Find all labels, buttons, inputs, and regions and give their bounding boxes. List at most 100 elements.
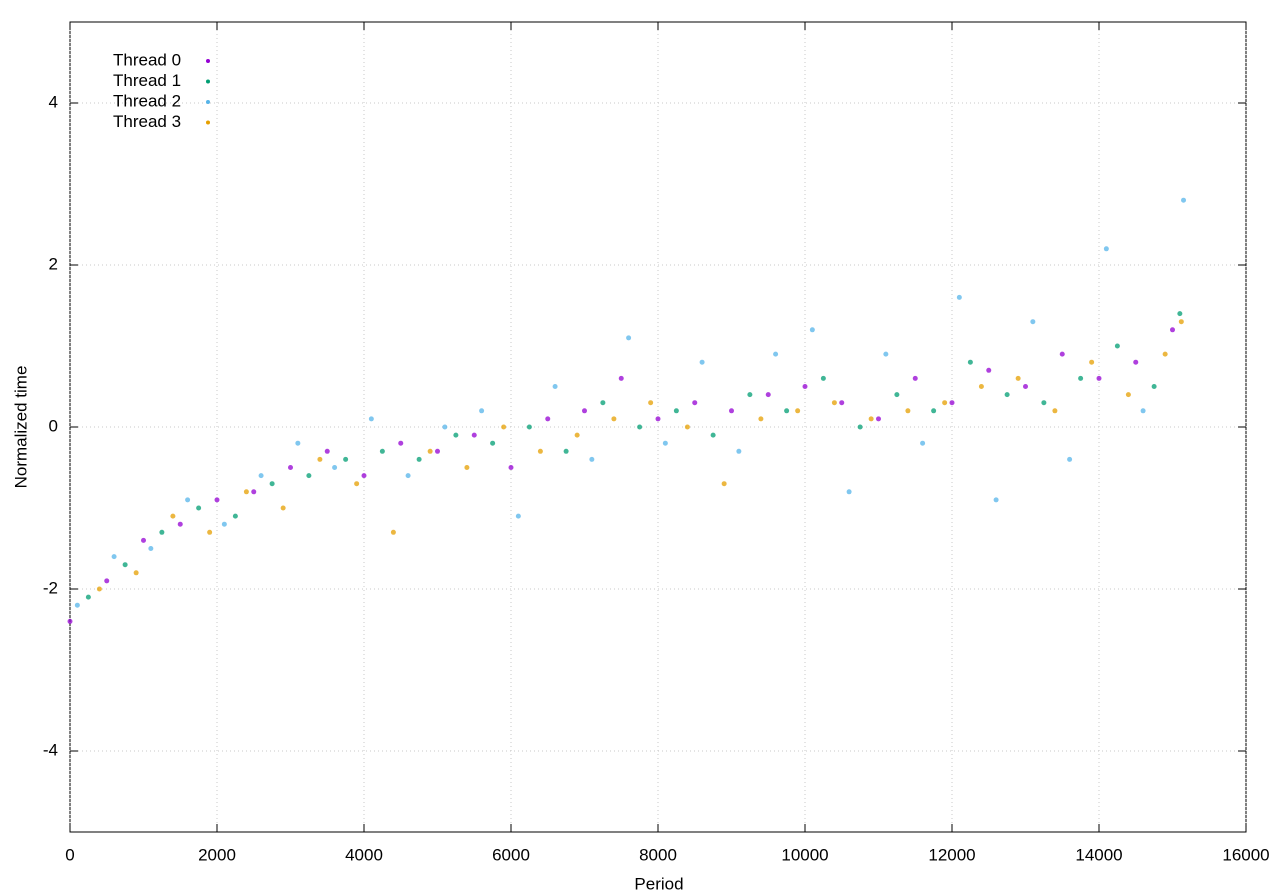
point [574,432,580,438]
point [185,497,191,503]
x-tick-label: 4000 [345,845,383,864]
point [390,529,396,535]
point [96,586,102,592]
y-tick-label: 4 [49,92,58,111]
x-tick-label: 0 [65,845,74,864]
point [618,375,624,381]
point [545,416,551,422]
point [317,456,323,462]
point [1181,197,1187,203]
x-tick-label: 2000 [198,845,236,864]
point [453,432,459,438]
point [1078,375,1084,381]
point [986,367,992,373]
point [416,456,422,462]
point [368,416,374,422]
point [648,400,654,406]
point [537,448,543,454]
x-tick-label: 12000 [928,845,975,864]
point [820,375,826,381]
point [324,448,330,454]
point [104,578,110,584]
y-tick-label: -2 [43,578,58,597]
point [1059,351,1065,357]
point [288,465,293,470]
point [141,537,146,543]
point [993,497,999,503]
point [894,392,900,398]
point [846,489,852,495]
point [148,546,154,551]
point [626,335,632,341]
point [251,489,257,495]
point [471,432,477,438]
x-tick-label: 14000 [1075,845,1122,864]
x-axis-label: Period [634,874,683,893]
point [1170,327,1175,333]
point [306,473,312,479]
point [490,440,496,446]
point [868,416,874,422]
point [563,448,569,454]
point [1096,375,1102,381]
point [942,400,948,406]
point [1133,359,1139,365]
point [196,505,202,511]
legend-swatch [206,79,210,84]
point [747,392,753,398]
point [501,424,507,430]
legend-label: Thread 1 [113,71,181,90]
point [122,562,128,568]
point [526,424,532,430]
point [1140,408,1146,414]
point [692,400,698,406]
point [831,400,837,406]
point [1052,408,1058,414]
point [931,408,937,414]
point [912,375,918,381]
point [1041,400,1047,406]
point [611,416,617,422]
point [1023,384,1028,389]
point [905,408,911,414]
legend-label: Thread 0 [113,50,181,69]
point [978,384,984,389]
point [435,448,440,454]
point [1162,351,1168,357]
x-tick-label: 10000 [781,845,828,864]
point [427,448,433,454]
point [839,400,845,406]
y-tick-label: 0 [49,416,58,435]
point [207,529,213,535]
point [809,327,815,333]
point [361,473,367,479]
legend-swatch [206,120,210,125]
legend-swatch [206,100,210,104]
point [956,294,962,300]
point [920,440,926,446]
point [710,432,716,438]
legend-label: Thread 3 [113,112,181,131]
point [1114,343,1120,349]
point [232,513,238,519]
point [343,456,349,462]
point [1089,359,1095,365]
point [159,529,165,535]
point [85,594,91,600]
point [269,481,275,487]
point [1177,311,1183,317]
point [857,424,863,430]
point [221,521,227,527]
point [515,513,521,519]
point [479,408,485,414]
y-tick-label: -4 [43,740,58,759]
x-tick-label: 8000 [639,845,677,864]
point [883,351,889,357]
point [398,440,404,446]
point [1067,456,1073,462]
point [379,448,385,454]
point [295,440,301,446]
point [111,554,117,560]
point [600,400,606,406]
